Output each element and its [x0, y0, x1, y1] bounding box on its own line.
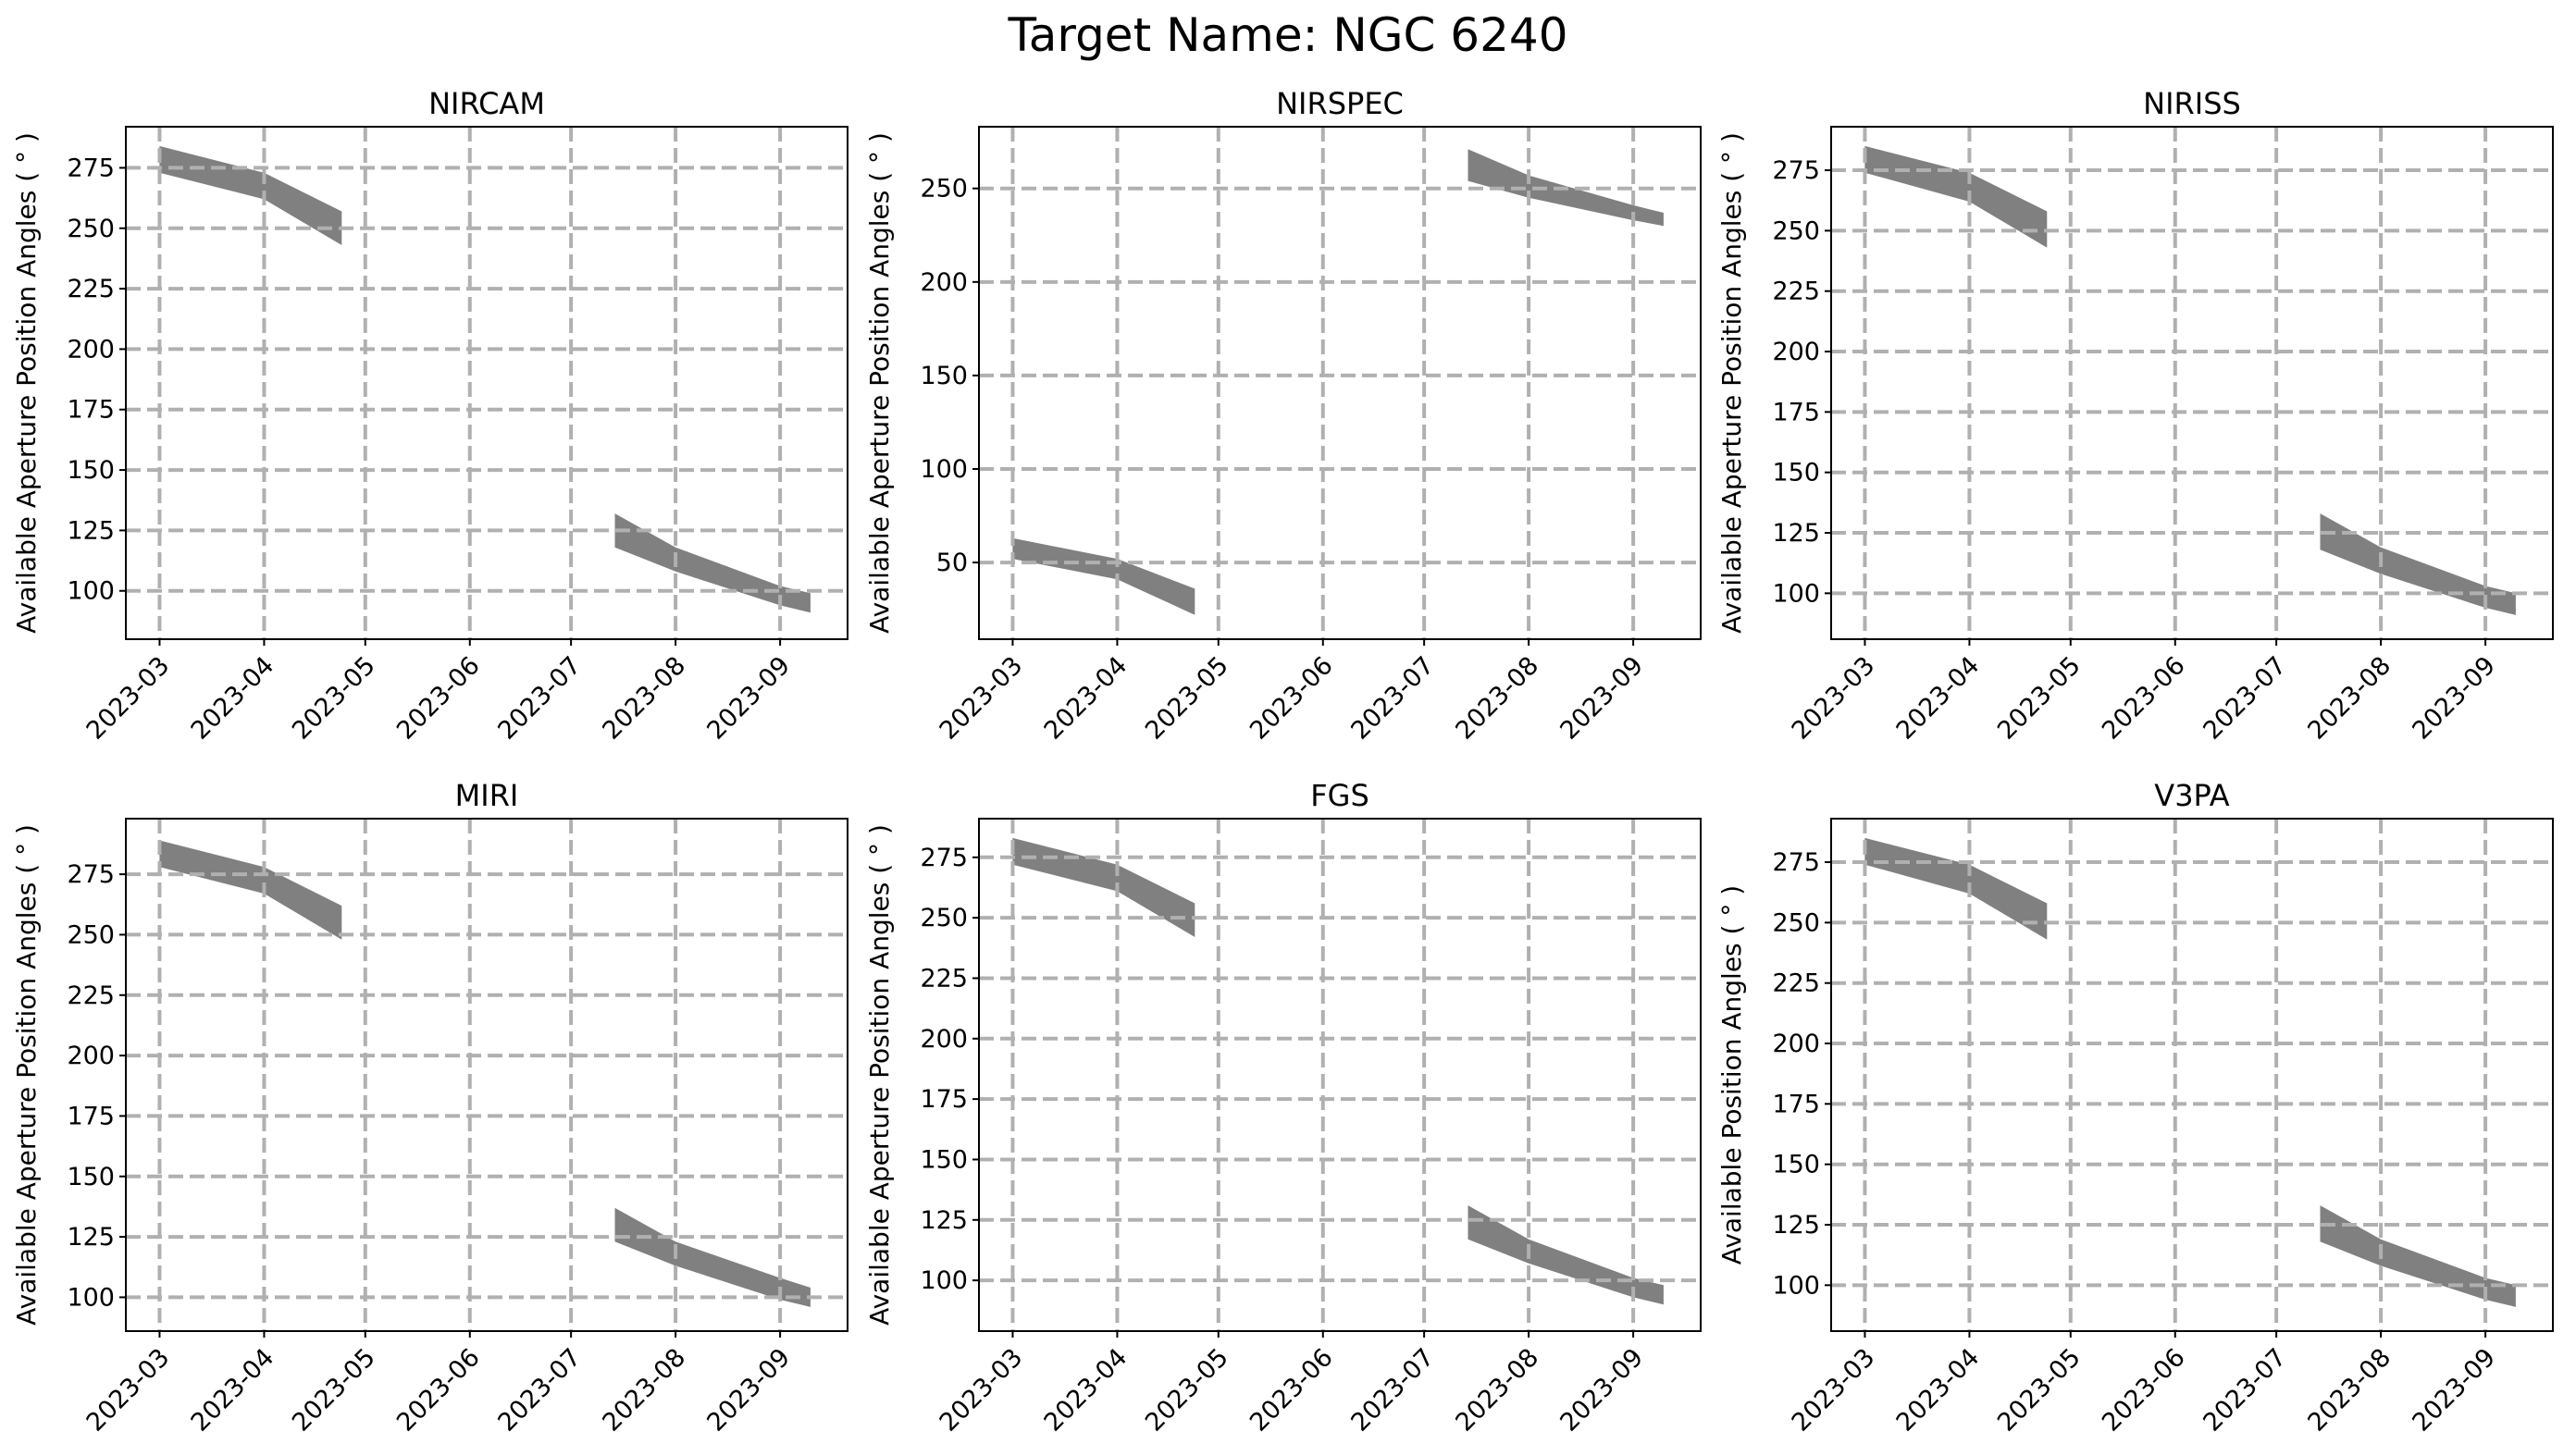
panel-niriss-ytick-label: 225 [1772, 278, 1820, 306]
panel-nirspec-ylabel: Available Aperture Position Angles ( ° ) [864, 132, 895, 634]
panel-fgs-band-1 [1012, 837, 1195, 937]
panel-nircam-ytick-label: 150 [67, 456, 115, 485]
panel-v3pa-ytick-label: 125 [1772, 1211, 1820, 1240]
panel-miri-ytick-label: 125 [67, 1223, 115, 1252]
panel-fgs-ytick-label: 275 [920, 844, 968, 872]
panel-nirspec-ytick-label: 150 [920, 362, 968, 390]
panel-miri-band-2 [614, 1207, 811, 1307]
panel-nirspec-ytick-label: 200 [920, 268, 968, 297]
panel-nircam-ytick-label: 250 [67, 215, 115, 243]
panel-miri-ytick-label: 225 [67, 981, 115, 1010]
panel-niriss-ytick-label: 275 [1772, 156, 1820, 185]
panel-fgs-ytick-label: 200 [920, 1025, 968, 1054]
panel-miri-band-1 [159, 840, 342, 940]
panel-nirspec-ytick-label: 50 [936, 549, 968, 577]
panel-nircam-band-2 [614, 513, 811, 613]
panel-nircam-ytick-label: 100 [67, 577, 115, 606]
figure-title: Target Name: NGC 6240 [1007, 8, 1567, 62]
panel-v3pa-ytick-label: 175 [1772, 1090, 1820, 1118]
panel-nirspec-axes-frame [978, 126, 1702, 640]
panel-miri-ylabel: Available Aperture Position Angles ( ° ) [11, 824, 42, 1326]
panel-miri-ytick-label: 100 [67, 1283, 115, 1312]
panel-v3pa-ylabel: Available Position Angles ( ° ) [1716, 885, 1747, 1265]
panel-nircam-title: NIRCAM [428, 86, 545, 121]
panel-v3pa-axes-frame [1830, 818, 2554, 1332]
panel-v3pa-ytick-label: 200 [1772, 1030, 1820, 1058]
panel-nircam-axes-frame [125, 126, 848, 640]
panel-nircam-ytick-label: 125 [67, 516, 115, 545]
panel-nirspec-ytick-label: 250 [920, 175, 968, 204]
panel-v3pa-ytick-label: 100 [1772, 1271, 1820, 1300]
panel-miri-ytick-label: 275 [67, 860, 115, 889]
panel-miri-title: MIRI [455, 778, 519, 813]
panel-v3pa-ytick-label: 250 [1772, 908, 1820, 937]
panel-nirspec-band-1 [1012, 537, 1195, 615]
panel-niriss-ytick-label: 175 [1772, 398, 1820, 426]
panel-nircam-ytick-label: 225 [67, 275, 115, 303]
panel-niriss-ylabel: Available Aperture Position Angles ( ° ) [1716, 132, 1747, 634]
panel-miri-axes-frame [125, 818, 848, 1332]
panel-nirspec-title: NIRSPEC [1276, 86, 1404, 121]
panel-v3pa-band-2 [2320, 1205, 2516, 1307]
panel-nircam-ylabel: Available Aperture Position Angles ( ° ) [11, 132, 42, 634]
panel-fgs-ytick-label: 225 [920, 964, 968, 993]
panel-fgs-ytick-label: 125 [920, 1206, 968, 1235]
panel-niriss-ytick-label: 200 [1772, 338, 1820, 366]
panel-v3pa-title: V3PA [2154, 778, 2230, 813]
panel-v3pa-ytick-label: 225 [1772, 969, 1820, 998]
panel-niriss-ytick-label: 100 [1772, 579, 1820, 608]
panel-niriss-title: NIRISS [2143, 86, 2241, 121]
panel-nircam-ytick-label: 275 [67, 154, 115, 182]
panel-niriss-band-1 [1864, 145, 2048, 248]
panel-niriss-ytick-label: 125 [1772, 519, 1820, 548]
panel-fgs-ylabel: Available Aperture Position Angles ( ° ) [864, 824, 895, 1326]
panel-fgs-axes-frame [978, 818, 1702, 1332]
panel-miri-ytick-label: 250 [67, 920, 115, 949]
panel-niriss-axes-frame [1830, 126, 2554, 640]
panel-nirspec-ytick-label: 100 [920, 455, 968, 484]
panel-niriss-ytick-label: 150 [1772, 459, 1820, 487]
panel-miri-ytick-label: 150 [67, 1163, 115, 1191]
panel-fgs-ytick-label: 250 [920, 904, 968, 932]
panel-nircam-band-1 [159, 145, 342, 245]
panel-fgs-title: FGS [1310, 778, 1369, 813]
panel-fgs-band-2 [1468, 1205, 1664, 1305]
panel-v3pa-ytick-label: 150 [1772, 1151, 1820, 1179]
panel-nircam-ytick-label: 175 [67, 396, 115, 425]
panel-fgs-ytick-label: 175 [920, 1085, 968, 1114]
panel-miri-ytick-label: 175 [67, 1102, 115, 1130]
panel-miri-ytick-label: 200 [67, 1042, 115, 1070]
panel-fgs-ytick-label: 150 [920, 1145, 968, 1174]
panel-niriss-band-2 [2320, 513, 2516, 615]
panel-fgs-ytick-label: 100 [920, 1266, 968, 1295]
panel-nircam-ytick-label: 200 [67, 335, 115, 364]
panel-niriss-ytick-label: 250 [1772, 216, 1820, 245]
panel-v3pa-ytick-label: 275 [1772, 848, 1820, 877]
panel-v3pa-band-1 [1864, 837, 2048, 940]
